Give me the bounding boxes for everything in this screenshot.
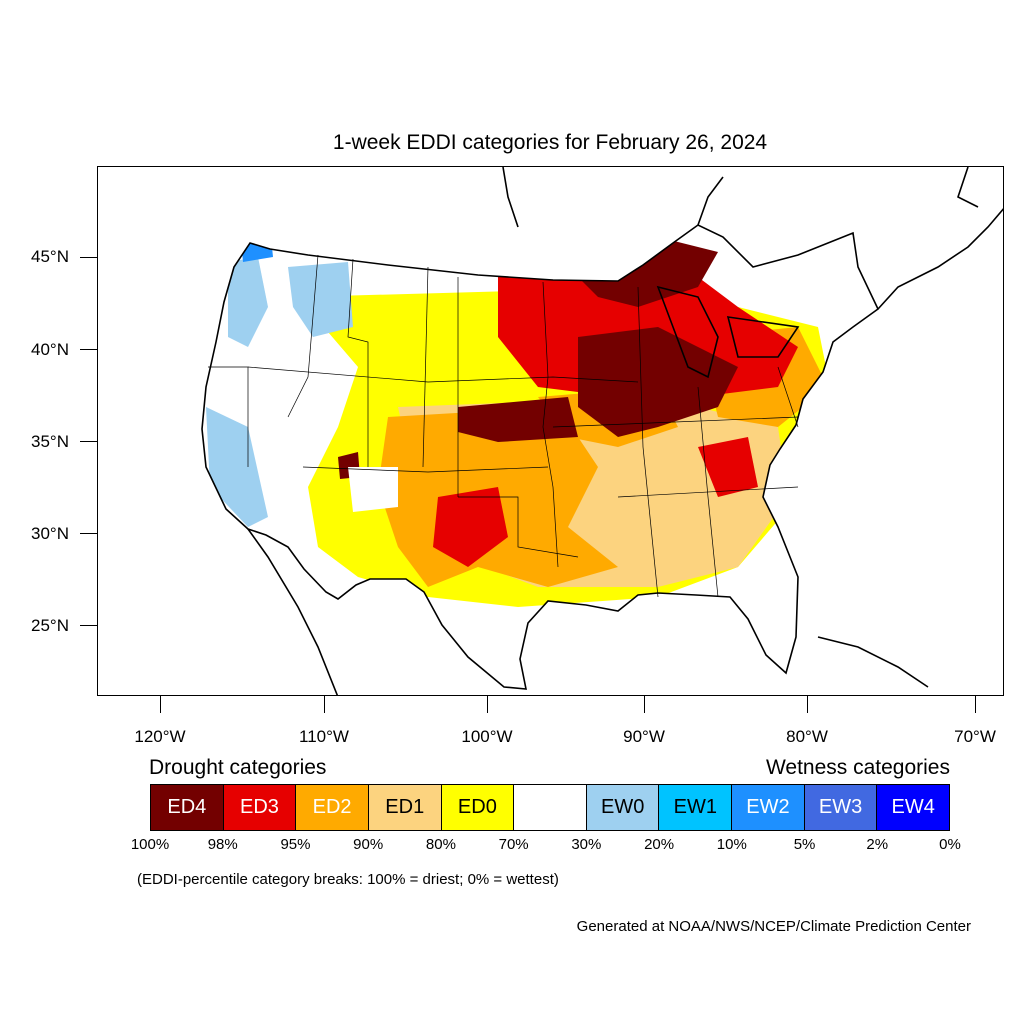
legend-box-ew3: EW3 [804,785,878,830]
wetness-categories-heading: Wetness categories [765,756,950,779]
legend-box-ew1: EW1 [659,785,733,830]
map-panel [97,166,1004,696]
lat-label-45: 45°N [31,247,69,266]
percentile-label: 90% [353,836,384,853]
lon-tick [644,696,645,713]
lon-tick [487,696,488,713]
lat-tick [80,533,97,534]
lat-label-35: 35°N [31,432,69,451]
lon-label-70: 70°W [954,727,996,746]
legend-box-ew4: EW4 [877,785,950,830]
percentile-label: 98% [207,836,238,853]
lat-tick [80,349,97,350]
legend-box-ew2: EW2 [732,785,805,830]
map-title: 1-week EDDI categories for February 26, … [332,131,768,154]
lat-tick [80,257,97,258]
lat-label-25: 25°N [31,616,69,635]
percentile-label: 30% [571,836,602,853]
state-boundaries [208,254,799,598]
legend-box-neutral [514,785,587,830]
lat-tick [80,441,97,442]
legend-box-ed3: ED3 [223,785,297,830]
lon-label-100: 100°W [461,727,513,746]
legend-box-ed0: ED0 [441,785,515,830]
percentile-label: 95% [280,836,311,853]
lon-tick [160,696,161,713]
percentile-label: 2% [866,836,889,853]
legend-box-ed2: ED2 [296,785,369,830]
lon-label-110: 110°W [299,727,349,746]
coastlines [201,167,1003,695]
percentile-label: 0% [939,836,961,853]
drought-categories-heading: Drought categories [149,756,327,779]
lon-label-80: 80°W [786,727,828,746]
percentile-label: 70% [498,836,529,853]
eddi-field [202,225,878,689]
category-note: (EDDI-percentile category breaks: 100% =… [137,871,559,888]
percentile-label: 80% [425,836,456,853]
legend-box-ew0: EW0 [586,785,660,830]
credit-text: Generated at NOAA/NWS/NCEP/Climate Predi… [576,918,971,935]
lon-label-90: 90°W [623,727,665,746]
eddi-map [201,167,1003,695]
percentile-label: 20% [644,836,675,853]
lon-tick [807,696,808,713]
lat-label-40: 40°N [31,340,69,359]
lat-label-30: 30°N [31,524,69,543]
category-legend: ED4 ED3 ED2 ED1 ED0 EW0 EW1 EW2 EW3 EW4 [150,784,950,831]
lon-tick [324,696,325,713]
lon-label-120: 120°W [134,727,186,746]
lat-tick [80,625,97,626]
lon-tick [975,696,976,713]
percentile-label: 100% [130,836,170,853]
legend-box-ed4: ED4 [151,785,224,830]
percentile-label: 10% [716,836,747,853]
legend-box-ed1: ED1 [368,785,442,830]
percentile-label: 5% [793,836,816,853]
